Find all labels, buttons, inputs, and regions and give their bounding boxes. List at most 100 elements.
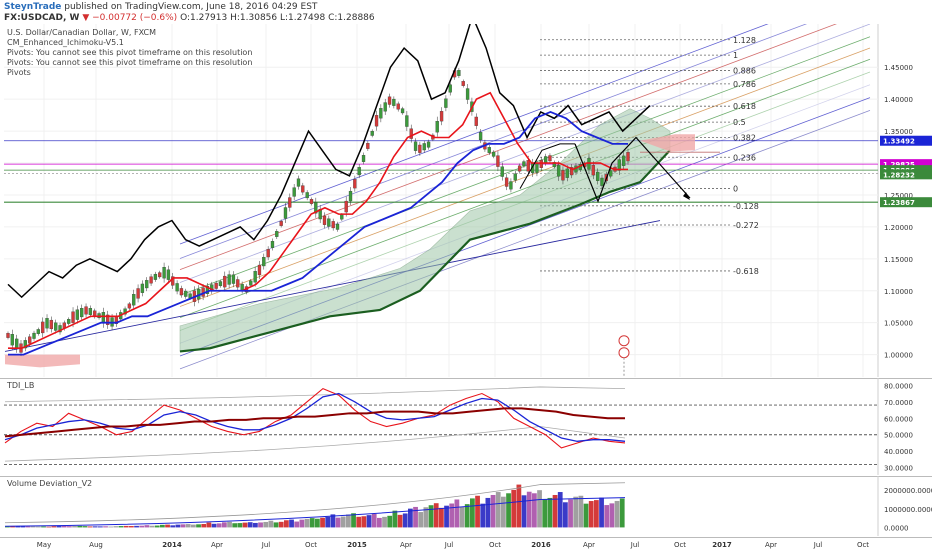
volume-bar (129, 526, 134, 528)
fib-level-label: -0.272 (733, 221, 759, 230)
candle-body (396, 103, 400, 110)
volume-bar (278, 521, 284, 528)
volume-bar (10, 526, 15, 528)
arrow-head (683, 192, 690, 201)
volume-bar (568, 499, 573, 528)
volume-bar (25, 526, 31, 528)
volume-bar (165, 524, 170, 528)
candle-body (591, 165, 595, 176)
candle-body (526, 160, 530, 172)
candle-body (517, 165, 522, 172)
legend-line: Pivots: You cannot see this pivot timefr… (7, 58, 253, 67)
candle-body (249, 280, 253, 286)
candle-body (80, 307, 84, 318)
price-tag (880, 197, 932, 208)
fib-level-label: 0 (733, 185, 738, 194)
candle-body (67, 319, 71, 324)
chart-legend: U.S. Dollar/Canadian Dollar, W, FXCM CM_… (7, 28, 252, 78)
volume-bar (490, 494, 496, 528)
pane-background (0, 378, 932, 475)
projection-path (574, 136, 691, 204)
legend-title: U.S. Dollar/Canadian Dollar, W, FXCM (7, 28, 156, 37)
candle-body (75, 309, 80, 320)
candle-body (166, 269, 171, 280)
y-tick-label: 1.05000 (884, 320, 913, 328)
x-tick-label: Aug (89, 541, 103, 549)
header-bar: SteynTrade published on TradingView.com,… (0, 0, 932, 24)
volume-bar (346, 514, 351, 528)
candle-body (275, 231, 279, 237)
volume-bar (428, 505, 434, 528)
x-tick-label: Apr (765, 541, 777, 549)
x-tick-label: Jul (444, 541, 454, 549)
price-pane[interactable]: 1.450001.400001.350001.300001.250001.200… (0, 0, 932, 377)
y-tick-label: 1.00000 (884, 352, 913, 360)
candle-body (600, 177, 604, 186)
candle-body (587, 158, 591, 170)
tdi-rsi-line (4, 387, 626, 449)
volume-bar (619, 498, 625, 528)
candle-body (500, 166, 504, 177)
fib-level-label: 0.886 (733, 66, 756, 75)
candle-body (622, 155, 626, 166)
price-tag-label: 1.28232 (883, 171, 915, 179)
price-tag-label: 1.23867 (883, 199, 915, 207)
candle-body (292, 187, 296, 197)
price-chart[interactable]: 1.450001.400001.350001.300001.250001.200… (0, 0, 932, 377)
tdi-pane[interactable]: 80.0000 70.0000 60.0000 50.0000 40.0000 30.00… (0, 378, 932, 475)
volume-bar (258, 522, 263, 528)
candle-body (496, 155, 500, 167)
tdi-chart[interactable]: 80.0000 70.0000 60.0000 50.0000 40.0000 30.00… (0, 378, 932, 475)
x-tick-label: Oct (857, 541, 869, 549)
volume-bar (191, 524, 196, 528)
volume-bar (92, 526, 98, 528)
candle-body (279, 221, 283, 226)
volume-chart[interactable]: 2000000.0000 1000000.0000 0.0000 (0, 476, 932, 536)
candle-body (509, 181, 513, 190)
volume-bar (247, 522, 253, 528)
candle-body (413, 141, 418, 151)
volume-bar (366, 515, 372, 528)
y-tick-label: 1.25000 (884, 192, 913, 200)
x-tick-label: Oct (489, 541, 501, 549)
volume-bar (268, 520, 274, 528)
volume-bar (170, 525, 176, 528)
candle-body (71, 311, 75, 323)
volume-bar (532, 493, 537, 528)
volume-bar (15, 526, 21, 528)
candle-body (617, 159, 621, 171)
candle-body (218, 281, 223, 287)
candle-body (214, 282, 218, 289)
candle-body (283, 207, 288, 219)
x-tick-label: Jul (630, 541, 640, 549)
candle-body (457, 70, 461, 76)
author-link[interactable]: SteynTrade (4, 2, 62, 12)
volume-bar (294, 521, 300, 528)
fib-level-label: 0.5 (733, 118, 746, 127)
volume-bar (340, 516, 346, 528)
x-tick-label: 2014 (162, 541, 182, 549)
candle-body (379, 108, 383, 119)
candle-body (596, 171, 600, 181)
candle-body (357, 167, 361, 176)
tdi-lower-band (4, 426, 626, 462)
volume-bar (82, 526, 88, 528)
candle-body (41, 321, 45, 334)
volume-bar (583, 503, 589, 528)
volume-bar (87, 526, 93, 528)
volume-bar (299, 519, 305, 528)
volume-bar (563, 502, 568, 528)
volume-bar (475, 495, 480, 528)
candle-body (565, 168, 569, 178)
candle-body (331, 221, 335, 229)
candle-body (361, 155, 366, 162)
candle-body (10, 334, 14, 346)
volume-bar (599, 497, 604, 528)
x-tick-label: Jul (813, 541, 823, 549)
time-axis[interactable]: May Aug 2014 Apr Jul Oct 2015 Apr Jul Oct 2016 Apr J… (0, 536, 932, 550)
candle-body (6, 333, 10, 338)
volume-bar (160, 524, 165, 528)
volume-pane[interactable]: 2000000.0000 1000000.0000 0.0000 Volume De… (0, 476, 932, 536)
candle-body (556, 165, 561, 177)
candle-body (418, 144, 422, 153)
